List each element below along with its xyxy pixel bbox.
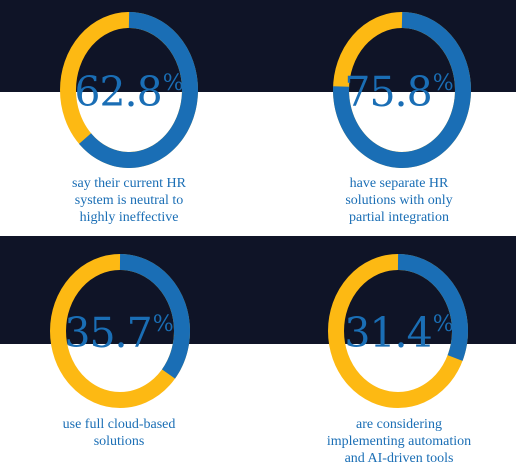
caption-line: say their current HR: [72, 176, 186, 191]
caption-line: system is neutral to: [74, 193, 184, 208]
donut-chart: [333, 12, 471, 168]
stat-card: 62.8% say their current HR system is neu…: [0, 0, 258, 234]
stat-card: 31.4% are considering implementing autom…: [258, 234, 516, 468]
percent-sign: %: [162, 71, 184, 96]
donut-chart: [60, 12, 198, 168]
stat-value: 62.8%: [0, 68, 258, 116]
caption-line: solutions: [93, 434, 145, 449]
donut-value-arc: [397, 254, 468, 361]
stat-card: 75.8% have separate HR solutions with on…: [258, 0, 516, 234]
dark-band-middle: [0, 236, 516, 344]
stat-value: 75.8%: [270, 68, 516, 116]
stat-caption: say their current HR system is neutral t…: [0, 175, 258, 226]
stat-number: 35.7: [64, 309, 152, 357]
caption-line: are considering: [356, 417, 442, 432]
caption-line: solutions with only: [345, 193, 453, 208]
stat-caption: use full cloud-based solutions: [0, 416, 248, 450]
stat-number: 75.8: [344, 68, 432, 116]
donut-chart: [50, 254, 190, 408]
donut-value-arc: [333, 12, 471, 168]
donut-chart: [328, 254, 468, 408]
donut-value-arc: [119, 254, 190, 379]
stat-number: 62.8: [74, 68, 162, 116]
stat-number: 31.4: [344, 309, 432, 357]
stat-caption: are considering implementing automation …: [270, 416, 516, 467]
percent-sign: %: [432, 312, 454, 337]
caption-line: partial integration: [349, 210, 449, 225]
caption-line: have separate HR: [349, 176, 449, 191]
caption-line: implementing automation: [326, 434, 472, 449]
stat-caption: have separate HR solutions with only par…: [270, 175, 516, 226]
caption-line: and AI-driven tools: [344, 451, 454, 466]
percent-sign: %: [152, 312, 174, 337]
percent-sign: %: [432, 71, 454, 96]
stat-value: 35.7%: [0, 309, 248, 357]
caption-line: highly ineffective: [79, 210, 179, 225]
stat-value: 31.4%: [270, 309, 516, 357]
caption-line: use full cloud-based: [62, 417, 176, 432]
stat-card: 35.7% use full cloud-based solutions: [0, 234, 258, 468]
donut-value-arc: [79, 12, 198, 168]
